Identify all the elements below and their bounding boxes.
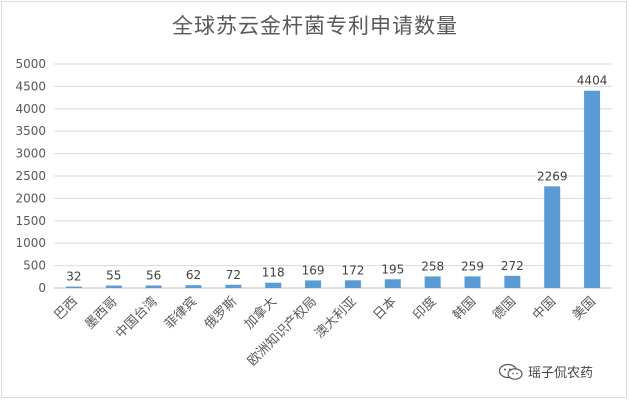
bar: [544, 186, 561, 288]
y-tick-label: 1500: [15, 214, 46, 228]
bar: [464, 276, 481, 288]
category-label: 美国: [570, 294, 599, 323]
data-label: 62: [186, 268, 201, 282]
data-label: 32: [66, 270, 81, 284]
data-label: 259: [461, 259, 484, 273]
data-labels: 32 55 56 62 72 118 169 172 195 258 259 272 2269 4404: [66, 74, 607, 284]
data-label: 4404: [577, 74, 608, 88]
bar: [105, 285, 122, 288]
bar: [384, 279, 401, 288]
bar: [225, 284, 242, 288]
bar: [65, 286, 82, 288]
bar: [185, 285, 202, 288]
x-axis: 巴西 墨西哥中国台湾 菲律宾 俄罗斯 加拿大欧洲知识产权局澳大利亚 日本 印度 韩国 德国 中国美…: [52, 294, 599, 370]
y-tick-label: 3500: [15, 124, 46, 138]
bars: [65, 90, 601, 288]
category-label: 印度: [410, 294, 440, 324]
chart-title: 全球苏云金杆菌专利申请数量: [172, 14, 458, 38]
watermark: 瑶子侃农药: [498, 362, 593, 381]
bar: [305, 280, 322, 288]
bar: [344, 280, 361, 288]
bar: [145, 285, 162, 288]
category-label: 德国: [490, 294, 519, 323]
y-tick-label: 2500: [15, 169, 46, 183]
data-label: 118: [262, 266, 285, 280]
category-label: 墨西哥: [82, 294, 120, 332]
y-tick-label: 4000: [15, 102, 46, 116]
category-label: 韩国: [450, 294, 479, 323]
category-label: 菲律宾: [161, 294, 200, 333]
bar: [584, 90, 601, 288]
y-tick-label: 1000: [15, 236, 46, 250]
y-tick-label: 500: [23, 259, 46, 273]
data-label: 72: [226, 268, 241, 282]
data-label: 172: [341, 263, 364, 277]
data-label: 55: [106, 269, 121, 283]
y-tick-label: 2000: [15, 191, 46, 205]
bar: [504, 275, 521, 288]
category-label: 澳大利亚: [312, 294, 360, 342]
y-axis: 0 500 1000 1500 2000 2500 3000 3500 4000 4500 5000: [15, 57, 46, 295]
data-label: 169: [302, 263, 325, 277]
bar: [424, 276, 441, 288]
watermark-text: 瑶子侃农药: [528, 366, 594, 381]
y-tick-label: 3000: [15, 147, 46, 161]
category-label: 欧洲知识产权局: [244, 294, 320, 370]
y-tick-label: 5000: [15, 57, 46, 71]
bar: [265, 282, 282, 288]
wechat-icon: [498, 363, 523, 380]
data-label: 2269: [537, 169, 568, 183]
category-label: 俄罗斯: [202, 294, 240, 332]
category-label: 中国台湾: [112, 294, 160, 342]
y-tick-label: 0: [38, 281, 46, 295]
y-tick-label: 4500: [15, 79, 46, 93]
category-label: 加拿大: [241, 294, 280, 333]
category-label: 日本: [371, 294, 400, 323]
gridlines: [54, 63, 612, 289]
category-label: 巴西: [52, 294, 81, 323]
data-label: 272: [501, 259, 524, 273]
data-label: 56: [146, 268, 161, 282]
data-label: 258: [421, 259, 444, 273]
data-label: 195: [381, 262, 404, 276]
category-label: 中国: [530, 294, 559, 323]
